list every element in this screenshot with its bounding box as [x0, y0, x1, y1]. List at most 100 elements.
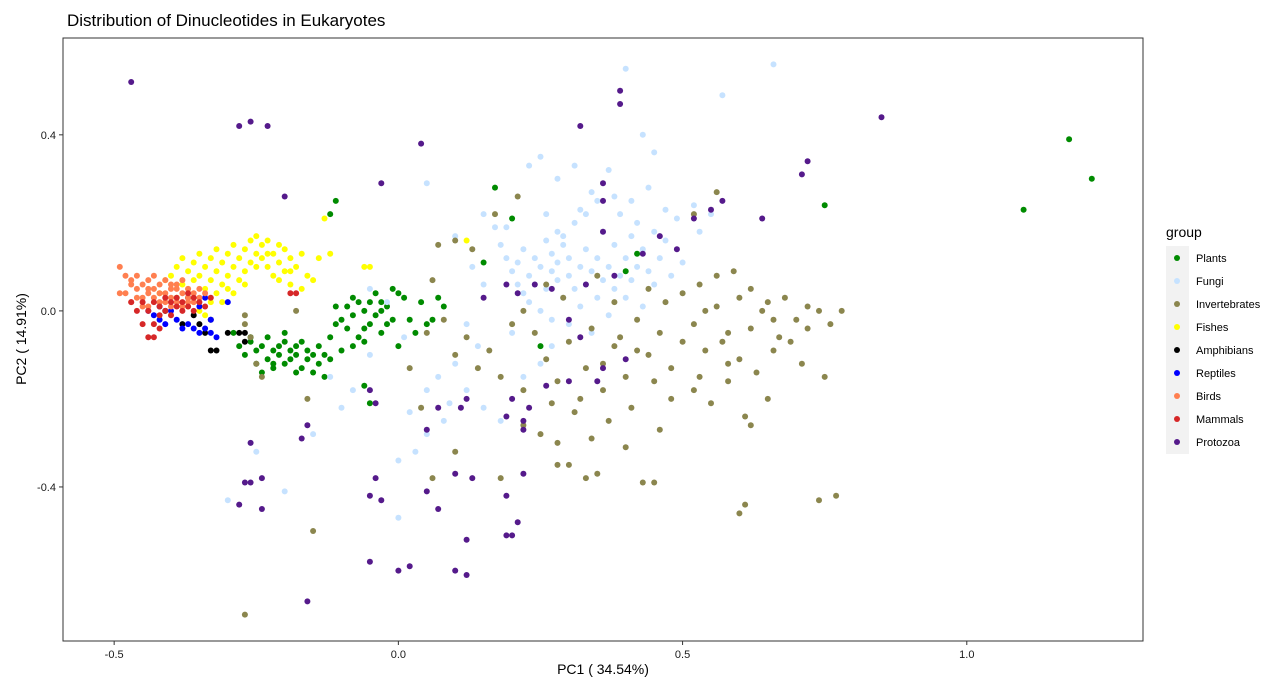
point-plants-57 [429, 316, 436, 323]
point-fishes-48 [327, 250, 334, 257]
point-invertebrates-63 [554, 439, 561, 446]
point-invertebrates-59 [617, 334, 624, 341]
point-protozoa-0 [128, 79, 135, 85]
point-fishes-38 [281, 246, 288, 253]
point-fungi-91 [435, 373, 442, 380]
point-plants-60 [327, 211, 334, 218]
point-birds-7 [145, 290, 152, 297]
point-fishes-13 [207, 277, 214, 284]
series-protozoa [128, 79, 885, 605]
point-protozoa-27 [480, 294, 487, 301]
point-invertebrates-70 [833, 492, 840, 499]
point-fungi-58 [662, 237, 669, 244]
point-protozoa-8 [617, 101, 624, 107]
point-protozoa-29 [577, 334, 584, 341]
point-fishes-24 [241, 246, 248, 253]
point-plants-39 [361, 307, 368, 314]
point-birds-35 [156, 290, 163, 297]
point-mammals-18 [196, 299, 203, 306]
point-plants-11 [276, 343, 282, 350]
point-birds-11 [150, 294, 157, 301]
point-fishes-9 [196, 272, 203, 279]
point-protozoa-63 [241, 479, 248, 486]
point-fungi-71 [622, 65, 629, 72]
point-birds-42 [162, 299, 169, 306]
legend-key-plants [1174, 255, 1180, 261]
point-protozoa-48 [452, 470, 459, 477]
point-invertebrates-25 [713, 303, 720, 310]
point-protozoa-58 [372, 400, 379, 407]
point-invertebrates-84 [241, 321, 248, 328]
point-fungi-64 [708, 211, 714, 218]
point-invertebrates-13 [577, 395, 584, 402]
point-plants-83 [378, 307, 385, 314]
point-fungi-3 [503, 255, 510, 262]
point-birds-12 [156, 281, 163, 288]
point-fishes-36 [276, 241, 282, 248]
point-plants-82 [361, 338, 368, 345]
point-fishes-68 [287, 268, 294, 275]
point-plants-75 [258, 369, 265, 376]
point-invertebrates-106 [753, 369, 760, 376]
point-protozoa-25 [514, 290, 521, 297]
point-mammals-28 [293, 290, 300, 297]
point-invertebrates-57 [582, 365, 589, 372]
point-invertebrates-54 [742, 413, 749, 420]
point-protozoa-17 [798, 171, 805, 178]
point-fungi-30 [577, 263, 584, 270]
point-protozoa-67 [247, 439, 254, 446]
point-plants-33 [344, 303, 351, 310]
point-fishes-2 [179, 281, 186, 288]
point-protozoa-72 [520, 417, 527, 424]
point-invertebrates-111 [605, 417, 612, 424]
point-fungi-94 [520, 373, 527, 380]
point-protozoa-3 [264, 123, 271, 129]
point-invertebrates-108 [787, 338, 794, 345]
series-amphibians [162, 294, 248, 354]
point-invertebrates-28 [747, 325, 754, 332]
point-birds-6 [139, 281, 146, 288]
point-plants-45 [378, 299, 385, 306]
point-fishes-31 [258, 241, 265, 248]
point-fungi-98 [366, 351, 373, 358]
point-fungi-95 [537, 360, 544, 367]
point-protozoa-1 [236, 123, 243, 129]
point-birds-3 [133, 285, 140, 292]
legend-label-fungi: Fungi [1196, 276, 1224, 288]
point-protozoa-39 [503, 532, 510, 539]
point-protozoa-5 [418, 140, 425, 147]
point-protozoa-74 [708, 206, 714, 213]
point-fungi-115 [662, 206, 669, 213]
point-invertebrates-113 [656, 426, 663, 433]
point-reptiles-2 [156, 316, 163, 323]
point-fishes-39 [281, 268, 288, 275]
point-protozoa-23 [548, 285, 555, 292]
point-mammals-12 [179, 307, 186, 314]
point-birds-41 [145, 285, 152, 292]
point-protozoa-11 [600, 180, 606, 187]
point-invertebrates-81 [418, 404, 425, 411]
point-birds-28 [202, 290, 209, 297]
legend-label-birds: Birds [1196, 391, 1222, 403]
point-plants-6 [258, 343, 265, 350]
point-protozoa-7 [577, 123, 584, 129]
point-protozoa-36 [503, 492, 510, 499]
point-invertebrates-31 [781, 294, 788, 301]
point-amphibians-11 [179, 321, 186, 328]
point-invertebrates-50 [668, 395, 675, 402]
point-plants-29 [327, 356, 334, 363]
point-invertebrates-100 [770, 347, 777, 354]
point-plants-56 [423, 321, 430, 328]
point-fungi-49 [628, 277, 635, 284]
point-plants-21 [304, 347, 311, 354]
point-plants-34 [344, 325, 351, 332]
point-protozoa-71 [503, 413, 510, 420]
point-plants-72 [1066, 136, 1073, 143]
point-fungi-92 [480, 404, 487, 411]
point-protozoa-15 [719, 197, 726, 204]
point-mammals-20 [139, 321, 146, 328]
point-protozoa-28 [565, 316, 572, 323]
point-invertebrates-99 [725, 360, 732, 367]
y-axis-title: PC2 ( 14.91%) [13, 293, 29, 385]
point-invertebrates-82 [429, 475, 436, 482]
